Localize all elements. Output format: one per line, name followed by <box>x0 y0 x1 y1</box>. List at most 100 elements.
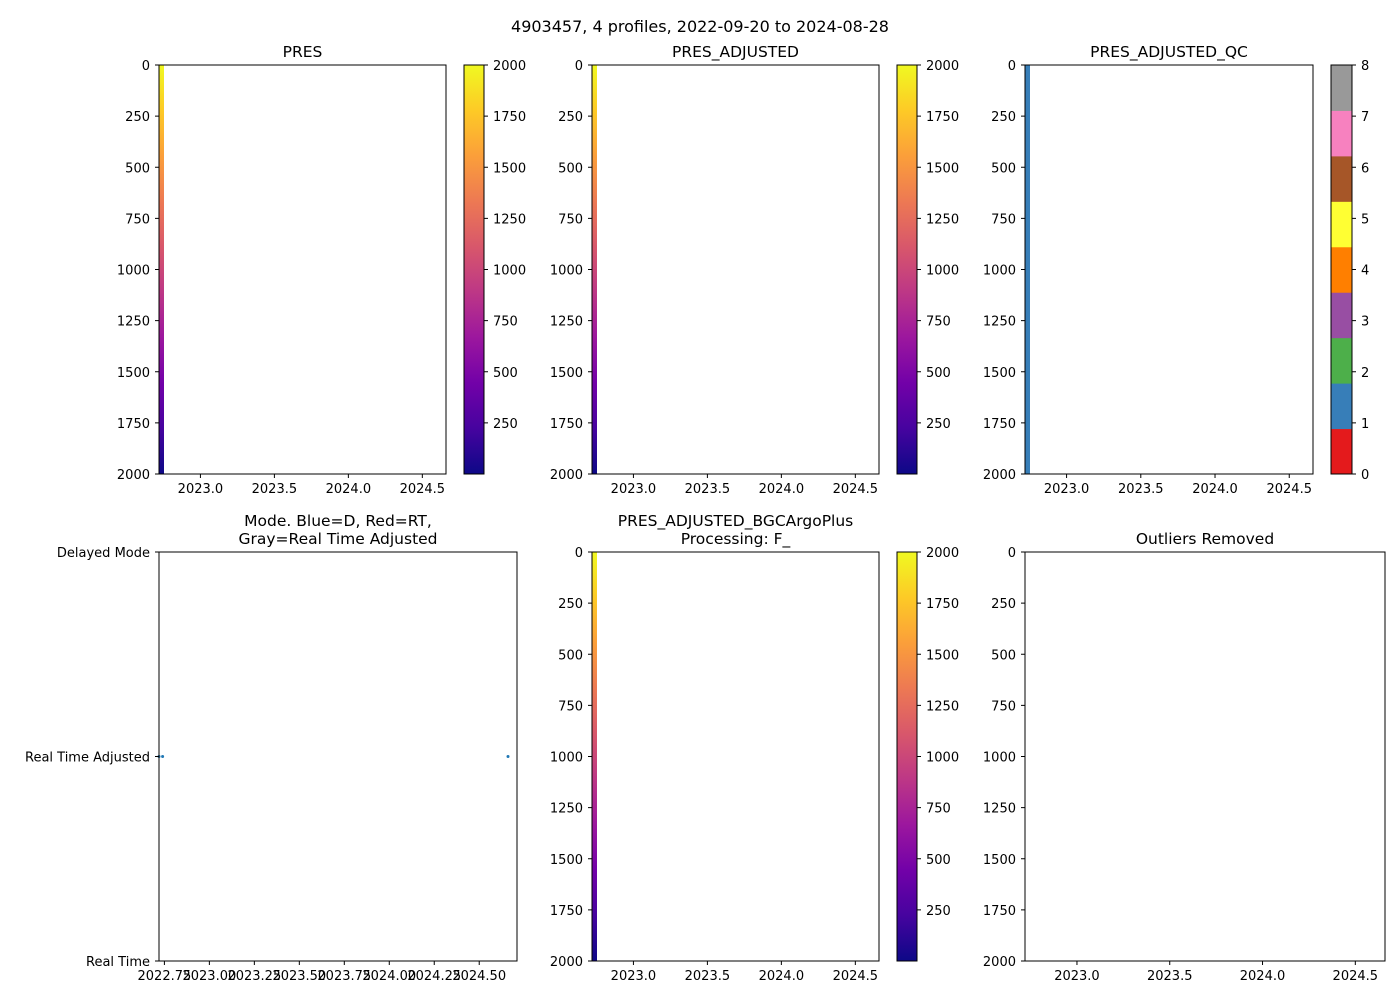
panel-title: Gray=Real Time Adjusted <box>238 530 437 548</box>
panel-title: Mode. Blue=D, Red=RT, <box>244 512 432 530</box>
colorbar-tick-label: 1750 <box>493 110 526 125</box>
panel-pres: 2023.0 2023.5 2024.0 2024.5 0 250 500 750 1000 12… <box>117 43 526 497</box>
colorbar-segment <box>1331 246 1352 293</box>
x-tick-label: 2024.5 <box>833 969 879 984</box>
y-tick-label: 1000 <box>550 264 583 279</box>
x-tick-label: 2023.0 <box>611 969 657 984</box>
y-tick-label: 1500 <box>983 853 1016 868</box>
y-tick-label: 1500 <box>117 366 150 381</box>
y-tick-label: 0 <box>1008 59 1016 74</box>
y-tick-label: 1000 <box>117 264 150 279</box>
axes-frame <box>591 551 880 962</box>
x-tick-label: 2023.50 <box>272 969 326 984</box>
mode-point <box>506 755 510 758</box>
y-tick-label: 1500 <box>983 366 1016 381</box>
x-tick-label: 2024.25 <box>407 969 461 984</box>
colorbar: 250 500 750 1000 1250 1500 1750 2000 <box>463 59 526 475</box>
x-tick-label: 2022.75 <box>138 969 192 984</box>
y-tick-label: 1750 <box>117 417 150 432</box>
panel-title: PRES_ADJUSTED <box>672 43 799 62</box>
axes-frame <box>1024 551 1386 962</box>
colorbar: 0 1 2 3 4 5 6 7 8 <box>1330 59 1369 483</box>
figure-suptitle: 4903457, 4 profiles, 2022-09-20 to 2024-… <box>511 17 889 36</box>
panel-pres-adjusted-qc: 2023.0 2023.5 2024.0 2024.50250500750100012… <box>983 43 1369 497</box>
y-tick-label: 2000 <box>550 468 583 483</box>
x-tick-label: 2023.5 <box>252 482 298 497</box>
colorbar-gradient <box>897 65 917 474</box>
colorbar-tick-label: 5 <box>1361 212 1369 227</box>
colorbar: 250 500 750 1000 1250 1500 1750 2000 <box>896 546 959 962</box>
panel-title: Outliers Removed <box>1136 530 1274 548</box>
x-tick-label: 2023.00 <box>182 969 236 984</box>
x-tick-label: 2023.5 <box>685 482 731 497</box>
x-tick-label: 2024.0 <box>326 482 372 497</box>
colorbar-tick-label: 750 <box>926 802 951 817</box>
colorbar-tick-label: 3 <box>1361 315 1369 330</box>
y-tick-label: 750 <box>991 699 1016 714</box>
colorbar-gradient <box>464 65 484 474</box>
y-tick-label: 500 <box>991 161 1016 176</box>
colorbar-tick-label: 1250 <box>493 212 526 227</box>
y-tick-label: 1750 <box>983 904 1016 919</box>
colorbar-tick-label: 6 <box>1361 161 1369 176</box>
panel-outliers: 2023.0 2023.5 2024.0 2024.5 0 250 500 750 1000 12… <box>983 530 1386 984</box>
colorbar-tick-label: 2000 <box>493 59 526 74</box>
colorbar-tick-label: 2 <box>1361 366 1369 381</box>
y-tick-label: 250 <box>991 597 1016 612</box>
colorbar-tick-label: 1250 <box>926 699 959 714</box>
colorbar: 250 500 750 1000 1250 1500 1750 2000 <box>896 59 959 475</box>
heatmap-column <box>159 65 164 474</box>
y-tick-label: 0 <box>1008 546 1016 561</box>
x-tick-label: 2023.5 <box>685 969 731 984</box>
panel-title: PRES_ADJUSTED_BGCArgoPlus <box>618 512 854 531</box>
colorbar-tick-label: 1 <box>1361 417 1369 432</box>
x-tick-label: 2024.5 <box>400 482 446 497</box>
y-tick-label: 250 <box>558 597 583 612</box>
y-tick-label: 250 <box>991 110 1016 125</box>
y-tick-label: 1750 <box>550 417 583 432</box>
colorbar-tick-label: 2000 <box>926 59 959 74</box>
colorbar-tick-label: 1000 <box>926 751 959 766</box>
colorbar-tick-label: 1750 <box>926 597 959 612</box>
x-tick-label: 2023.0 <box>1054 969 1100 984</box>
y-tick-label: 1500 <box>550 366 583 381</box>
heatmap-column <box>592 552 597 961</box>
colorbar-tick-label: 8 <box>1361 59 1369 74</box>
colorbar-tick-label: 1000 <box>493 264 526 279</box>
x-tick-label: 2024.5 <box>1266 482 1312 497</box>
y-tick-label: 0 <box>575 546 583 561</box>
colorbar-gradient <box>897 552 917 961</box>
y-tick-label: 2000 <box>983 468 1016 483</box>
colorbar-tick-label: 500 <box>926 366 951 381</box>
x-tick-label: 2023.0 <box>178 482 224 497</box>
colorbar-tick-label: 1500 <box>493 161 526 176</box>
axes-frame <box>1024 64 1314 475</box>
y-tick-label: 1500 <box>550 853 583 868</box>
panel-pres-bgc: 2023.0 2023.5 2024.0 2024.5 0 250 500 750 1000 12… <box>550 512 959 984</box>
heatmap-column <box>592 65 597 474</box>
heatmap-column <box>1025 65 1030 474</box>
axes-frame <box>158 64 447 475</box>
x-tick-label: 2024.5 <box>1333 969 1379 984</box>
y-tick-label: 500 <box>558 648 583 663</box>
colorbar-segment <box>1331 110 1352 157</box>
y-tick-label: 750 <box>125 212 150 227</box>
x-tick-label: 2024.0 <box>759 969 805 984</box>
colorbar-tick-label: 750 <box>493 315 518 330</box>
colorbar-tick-label: 250 <box>926 904 951 919</box>
y-tick-label: 1000 <box>550 751 583 766</box>
x-tick-label: 2024.0 <box>1240 969 1286 984</box>
x-tick-label: 2023.0 <box>611 482 657 497</box>
colorbar-segment <box>1331 292 1352 339</box>
y-tick-label: 750 <box>558 212 583 227</box>
colorbar-tick-label: 2000 <box>926 546 959 561</box>
panel-mode: 2022.752023.002023.252023.502023.752024.… <box>25 512 518 984</box>
y-tick-label: 750 <box>991 212 1016 227</box>
colorbar-tick-label: 1500 <box>926 161 959 176</box>
y-tick-label: 0 <box>575 59 583 74</box>
mode-point <box>161 755 165 758</box>
y-tick-label: 750 <box>558 699 583 714</box>
y-tick-label: 500 <box>558 161 583 176</box>
panels: 2023.0 2023.5 2024.0 2024.50250500750100012… <box>25 43 1386 984</box>
